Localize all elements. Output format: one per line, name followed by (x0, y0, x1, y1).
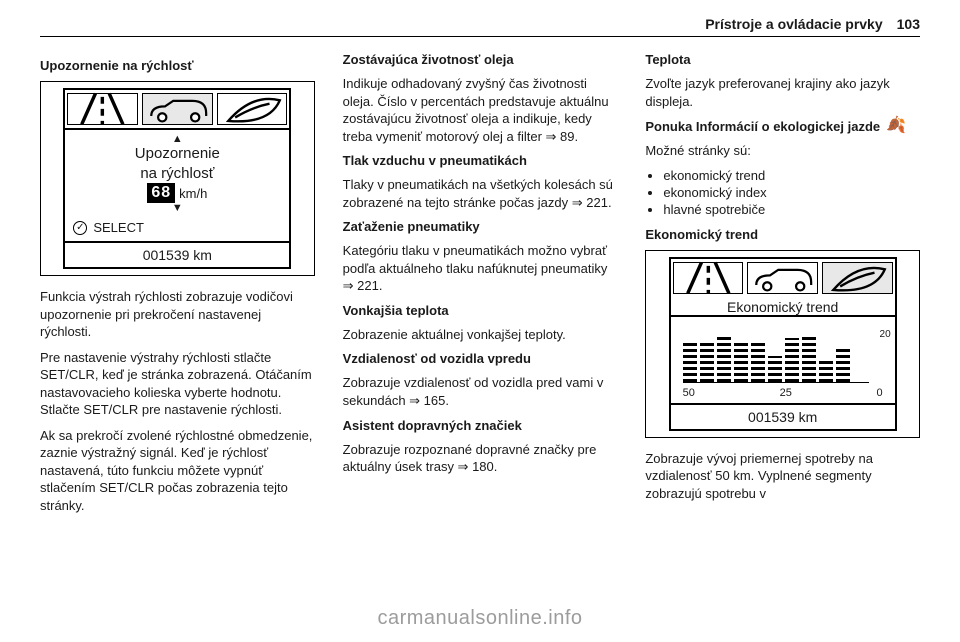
lcd2-title: Ekonomický trend (671, 297, 895, 315)
econ-bar (751, 342, 765, 382)
c3-p1: Zobrazuje vývoj priemernej spotreby na v… (645, 450, 920, 503)
eco-head-text: Ponuka Informácií o ekologickej jazde (645, 119, 880, 134)
col1-p1: Funkcia výstrah rýchlosti zobrazuje vodi… (40, 288, 315, 341)
lcd2-chart-body: 20 50 25 0 (671, 315, 895, 403)
content-columns: Upozornenie na rýchlosť (40, 52, 920, 582)
bullet-2: ekonomický index (663, 185, 920, 200)
x-left: 50 (683, 387, 695, 399)
speed-value: 68 (147, 183, 175, 203)
column-1: Upozornenie na rýchlosť (40, 52, 315, 582)
check-circle-icon: ✓ (73, 221, 87, 235)
lcd-msg-line2: na rýchlosť (69, 165, 285, 185)
c2-s5-body: Zobrazuje vzdialenosť od vozidla pred va… (343, 374, 618, 409)
lcd-display-speed-warning: ▲ Upozornenie na rýchlosť 68 km/h ▼ ✓ SE… (63, 88, 291, 269)
econ-bar (768, 356, 782, 382)
c2-s2-body: Tlaky v pneumatikách na všetkých kolesác… (343, 176, 618, 211)
up-arrow-icon: ▲ (69, 134, 285, 145)
page-header: Prístroje a ovládacie prvky 103 (40, 16, 920, 32)
eco-leaf-icon (822, 262, 893, 294)
c2-s3-head: Zaťaženie pneumatiky (343, 219, 618, 234)
down-arrow-icon: ▼ (69, 203, 285, 214)
x-mid: 25 (780, 387, 792, 399)
col1-heading: Upozornenie na rýchlosť (40, 58, 315, 73)
car-outline-icon (142, 93, 213, 125)
lcd-display-eco-trend: Ekonomický trend 20 50 25 0 001539 km (669, 257, 897, 431)
x-right: 0 (877, 387, 883, 399)
lane-departure-icon (673, 262, 744, 294)
bullet-1: ekonomický trend (663, 168, 920, 183)
eco-leaf-icon (217, 93, 288, 125)
y-tick-label: 20 (880, 329, 891, 340)
c2-s4-head: Vonkajšia teplota (343, 303, 618, 318)
econ-bar (734, 340, 748, 382)
c2-s4-body: Zobrazenie aktuálnej vonkajšej teploty. (343, 326, 618, 344)
c2-s6-head: Asistent dopravných značiek (343, 418, 618, 433)
c2-s5-head: Vzdialenosť od vozidla vpredu (343, 351, 618, 366)
bullets-intro: Možné stránky sú: (645, 142, 920, 160)
econ-bar (836, 348, 850, 382)
c2-s6-body: Zobrazuje rozpoznané dopravné značky pre… (343, 441, 618, 476)
econ-bar (785, 338, 799, 382)
page-footer-watermark: carmanualsonline.info (0, 607, 960, 630)
lcd-speed-row: 68 km/h (69, 183, 285, 203)
speed-unit: km/h (179, 186, 207, 201)
c2-s2-head: Tlak vzduchu v pneumatikách (343, 153, 618, 168)
fig2-title: Ekonomický trend (645, 227, 920, 242)
c2-s3-body: Kategóriu tlaku v pneumatikách možno vyb… (343, 242, 618, 295)
column-3: Teplota Zvoľte jazyk preferovanej krajin… (645, 52, 920, 582)
lcd2-odometer: 001539 km (671, 403, 895, 429)
section-title: Prístroje a ovládacie prvky (705, 16, 882, 32)
lcd-tab-row (65, 90, 289, 128)
page-number: 103 (897, 16, 920, 32)
econ-bar (717, 336, 731, 382)
lcd-message-area: ▲ Upozornenie na rýchlosť 68 km/h ▼ (65, 128, 289, 216)
econ-bar (700, 342, 714, 382)
column-2: Zostávajúca životnosť oleja Indikuje odh… (343, 52, 618, 582)
lcd-select-row: ✓ SELECT (65, 216, 289, 241)
eco-leaf-glyph-icon: 🍂 (886, 118, 906, 134)
c2-s1-head: Zostávajúca životnosť oleja (343, 52, 618, 67)
eco-menu-heading: Ponuka Informácií o ekologickej jazde 🍂 (645, 118, 920, 134)
c3-s1-body: Zvoľte jazyk preferovanej krajiny ako ja… (645, 75, 920, 110)
col3-figure: Ekonomický trend 20 50 25 0 001539 km (645, 250, 920, 438)
col1-figure: ▲ Upozornenie na rýchlosť 68 km/h ▼ ✓ SE… (40, 81, 315, 276)
c2-s1-body: Indikuje odhadovaný zvyšný čas životnost… (343, 75, 618, 145)
col1-p2: Pre nastavenie výstrahy rýchlosti stlačt… (40, 349, 315, 419)
econ-bar (819, 358, 833, 382)
manual-page: Prístroje a ovládacie prvky 103 Upozorne… (0, 0, 960, 642)
eco-bullets: ekonomický trend ekonomický index hlavné… (645, 168, 920, 219)
car-outline-icon (747, 262, 818, 294)
econ-x-axis: 50 25 0 (683, 387, 883, 399)
lcd-msg-line1: Upozornenie (69, 145, 285, 165)
bullet-3: hlavné spotrebiče (663, 202, 920, 217)
lcd2-tab-row (671, 259, 895, 297)
header-rule (40, 36, 920, 37)
c3-s1-head: Teplota (645, 52, 920, 67)
econ-bar (802, 334, 816, 382)
econ-bar (683, 340, 697, 382)
lane-departure-icon (67, 93, 138, 125)
col1-p3: Ak sa prekročí zvolené rýchlostné obmedz… (40, 427, 315, 515)
econ-bar-chart (683, 331, 869, 383)
select-label: SELECT (93, 220, 144, 235)
lcd-odometer: 001539 km (65, 241, 289, 267)
